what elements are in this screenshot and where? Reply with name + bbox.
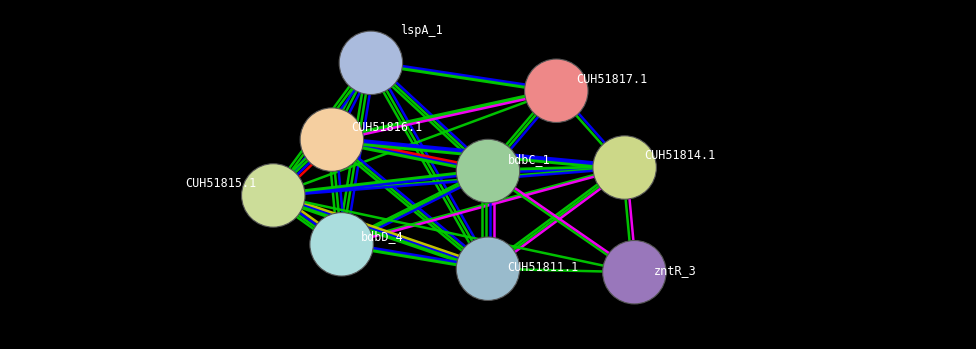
- Text: bdbD_4: bdbD_4: [361, 230, 404, 243]
- Ellipse shape: [340, 31, 403, 95]
- Text: CUH51811.1: CUH51811.1: [508, 261, 579, 274]
- Ellipse shape: [242, 164, 305, 227]
- Text: zntR_3: zntR_3: [654, 265, 697, 277]
- Ellipse shape: [525, 59, 588, 122]
- Text: lspA_1: lspA_1: [400, 24, 443, 37]
- Ellipse shape: [309, 213, 373, 276]
- Text: bdbC_1: bdbC_1: [508, 153, 550, 166]
- Text: CUH51815.1: CUH51815.1: [185, 177, 257, 190]
- Ellipse shape: [593, 136, 657, 199]
- Ellipse shape: [456, 139, 520, 203]
- Ellipse shape: [456, 237, 520, 300]
- Ellipse shape: [301, 108, 364, 171]
- Text: CUH51817.1: CUH51817.1: [576, 73, 647, 86]
- Text: CUH51816.1: CUH51816.1: [351, 121, 423, 134]
- Text: CUH51814.1: CUH51814.1: [644, 149, 715, 162]
- Ellipse shape: [602, 240, 666, 304]
